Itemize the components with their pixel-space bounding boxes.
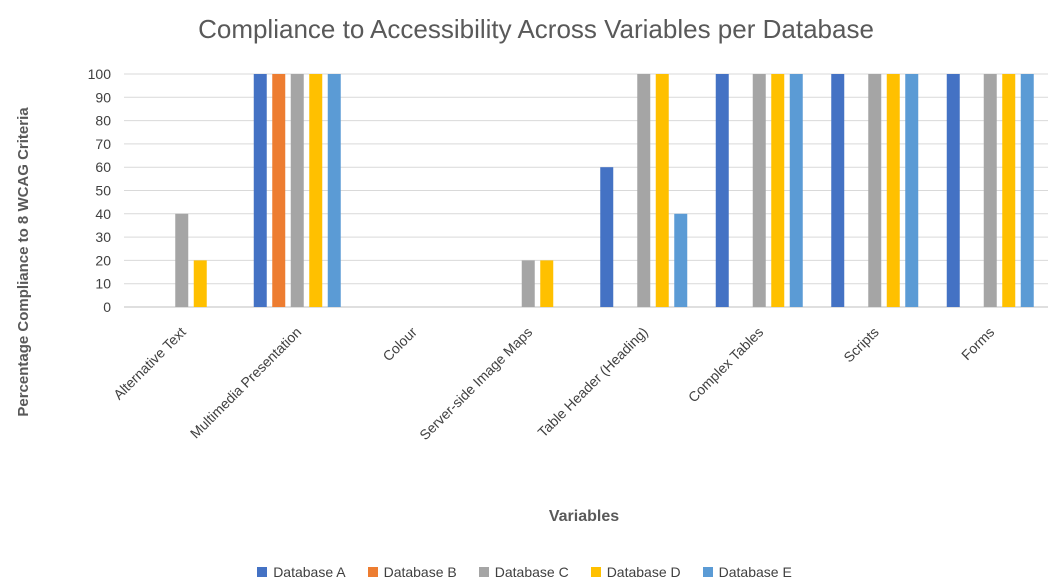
bar-database-e [905,74,919,307]
bar-database-e [1020,74,1034,307]
bar-database-d [771,74,785,307]
legend-item: Database E [702,564,792,580]
legend-item: Database C [478,564,569,580]
legend-item: Database B [367,564,457,580]
bar-database-a [600,167,614,307]
legend-swatch [590,567,601,577]
bar-database-c [290,74,304,307]
y-tick-label: 30 [95,229,111,245]
legend-item: Database A [257,564,346,580]
legend-label: Database C [494,564,569,580]
bar-database-a [715,74,729,307]
legend: Database A Database B Database C Database D… [0,562,1049,582]
y-tick-label: 80 [95,113,111,129]
y-tick-label: 100 [88,66,112,82]
bar-database-d [655,74,669,307]
x-tick-label: Scripts [840,324,882,366]
bar-database-d [540,260,554,307]
legend-swatch [702,567,713,577]
chart-title: Compliance to Accessibility Across Varia… [198,14,874,44]
y-tick-label: 20 [95,252,111,268]
y-tick-label: 90 [95,89,111,105]
y-tick-labels: 0 10 20 30 40 50 60 70 80 90 100 [88,66,112,315]
bar-database-b [272,74,286,307]
bar-database-e [674,213,688,307]
y-tick-label: 0 [103,299,111,315]
bar-database-c [637,74,651,307]
legend-label: Database E [718,564,792,580]
legend-label: Database D [606,564,681,580]
bar-database-d [1002,74,1016,307]
bar-database-c [983,74,997,307]
y-tick-label: 70 [95,136,111,152]
x-axis-label: Variables [549,508,619,525]
x-tick-label: Multimedia Presentation [187,324,305,442]
bar-database-a [946,74,960,307]
legend-label: Database A [273,564,346,580]
x-tick-label: Complex Tables [685,324,767,406]
y-axis-label: Percentage Compliance to 8 WCAG Criteria [15,107,32,417]
bar-database-c [868,74,882,307]
bar-database-c [521,260,535,307]
bar-database-e [327,74,341,307]
bar-database-d [886,74,900,307]
x-tick-label: Forms [958,324,997,363]
y-tick-label: 50 [95,183,111,199]
x-tick-label: Alternative Text [110,324,189,403]
legend-label: Database B [383,564,457,580]
legend-swatch [257,567,268,577]
bar-database-a [831,74,845,307]
y-tick-label: 60 [95,159,111,175]
x-tick-label: Server-side Image Maps [416,324,535,443]
x-tick-label: Colour [379,324,420,365]
bar-database-a [253,74,267,307]
bar-database-c [752,74,766,307]
bars [175,74,1034,307]
y-tick-label: 10 [95,276,111,292]
legend-swatch [478,567,489,577]
x-tick-label: Table Header (Heading) [534,324,650,440]
y-tick-label: 40 [95,206,111,222]
bar-database-e [789,74,803,307]
legend-swatch [367,567,378,577]
legend-item: Database D [590,564,681,580]
bar-database-c [175,213,189,307]
bar-database-d [193,260,207,307]
bar-database-d [309,74,323,307]
